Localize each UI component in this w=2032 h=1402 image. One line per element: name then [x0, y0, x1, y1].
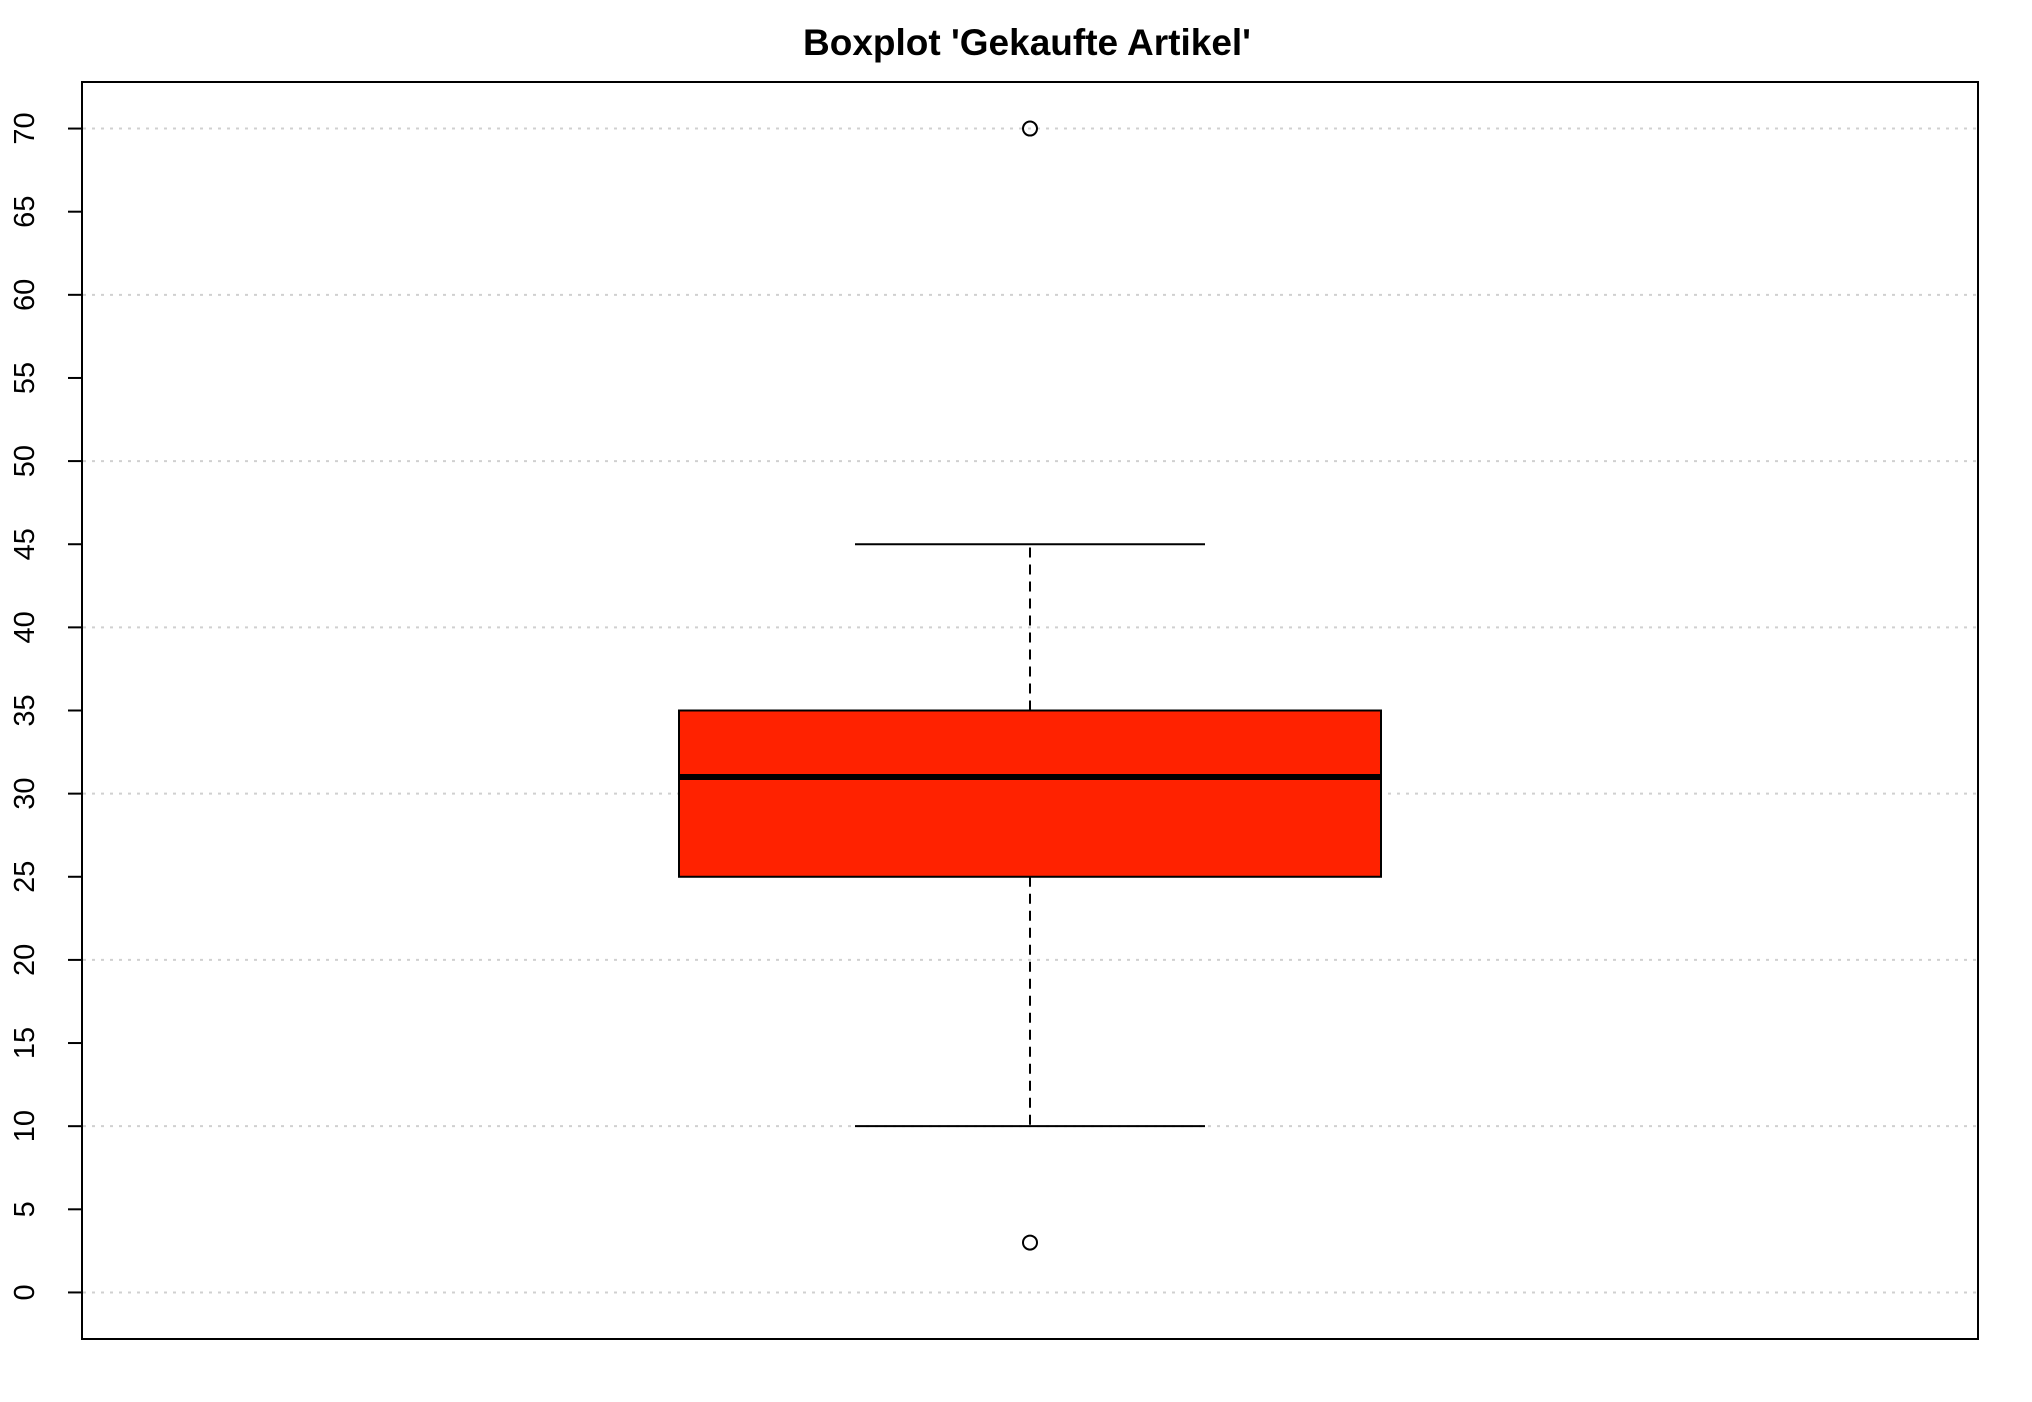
y-tick-label-65: 65	[9, 196, 41, 228]
y-tick-label-40: 40	[9, 611, 41, 643]
y-tick-label-70: 70	[9, 112, 41, 144]
y-tick-label-45: 45	[9, 528, 41, 560]
y-tick-label-20: 20	[9, 944, 41, 976]
y-tick-label-30: 30	[9, 778, 41, 810]
y-tick-label-50: 50	[9, 445, 41, 477]
y-tick-label-15: 15	[9, 1027, 41, 1059]
iqr-box	[678, 709, 1382, 878]
y-tick-label-10: 10	[9, 1110, 41, 1142]
y-tick-label-25: 25	[9, 861, 41, 893]
chart-title: Boxplot 'Gekaufte Artikel'	[803, 22, 1251, 63]
y-tick-label-60: 60	[9, 279, 41, 311]
y-tick-label-55: 55	[9, 362, 41, 394]
y-tick-label-5: 5	[9, 1201, 41, 1217]
y-tick-label-35: 35	[9, 694, 41, 726]
y-axis: 0 5 10 15 20 25 30 35 40 45 50 55 60 65 70	[9, 112, 82, 1301]
y-tick-label-0: 0	[9, 1284, 41, 1300]
box-group	[678, 120, 1382, 1251]
outlier-point-70	[1022, 120, 1038, 137]
outlier-point-3	[1022, 1234, 1038, 1251]
